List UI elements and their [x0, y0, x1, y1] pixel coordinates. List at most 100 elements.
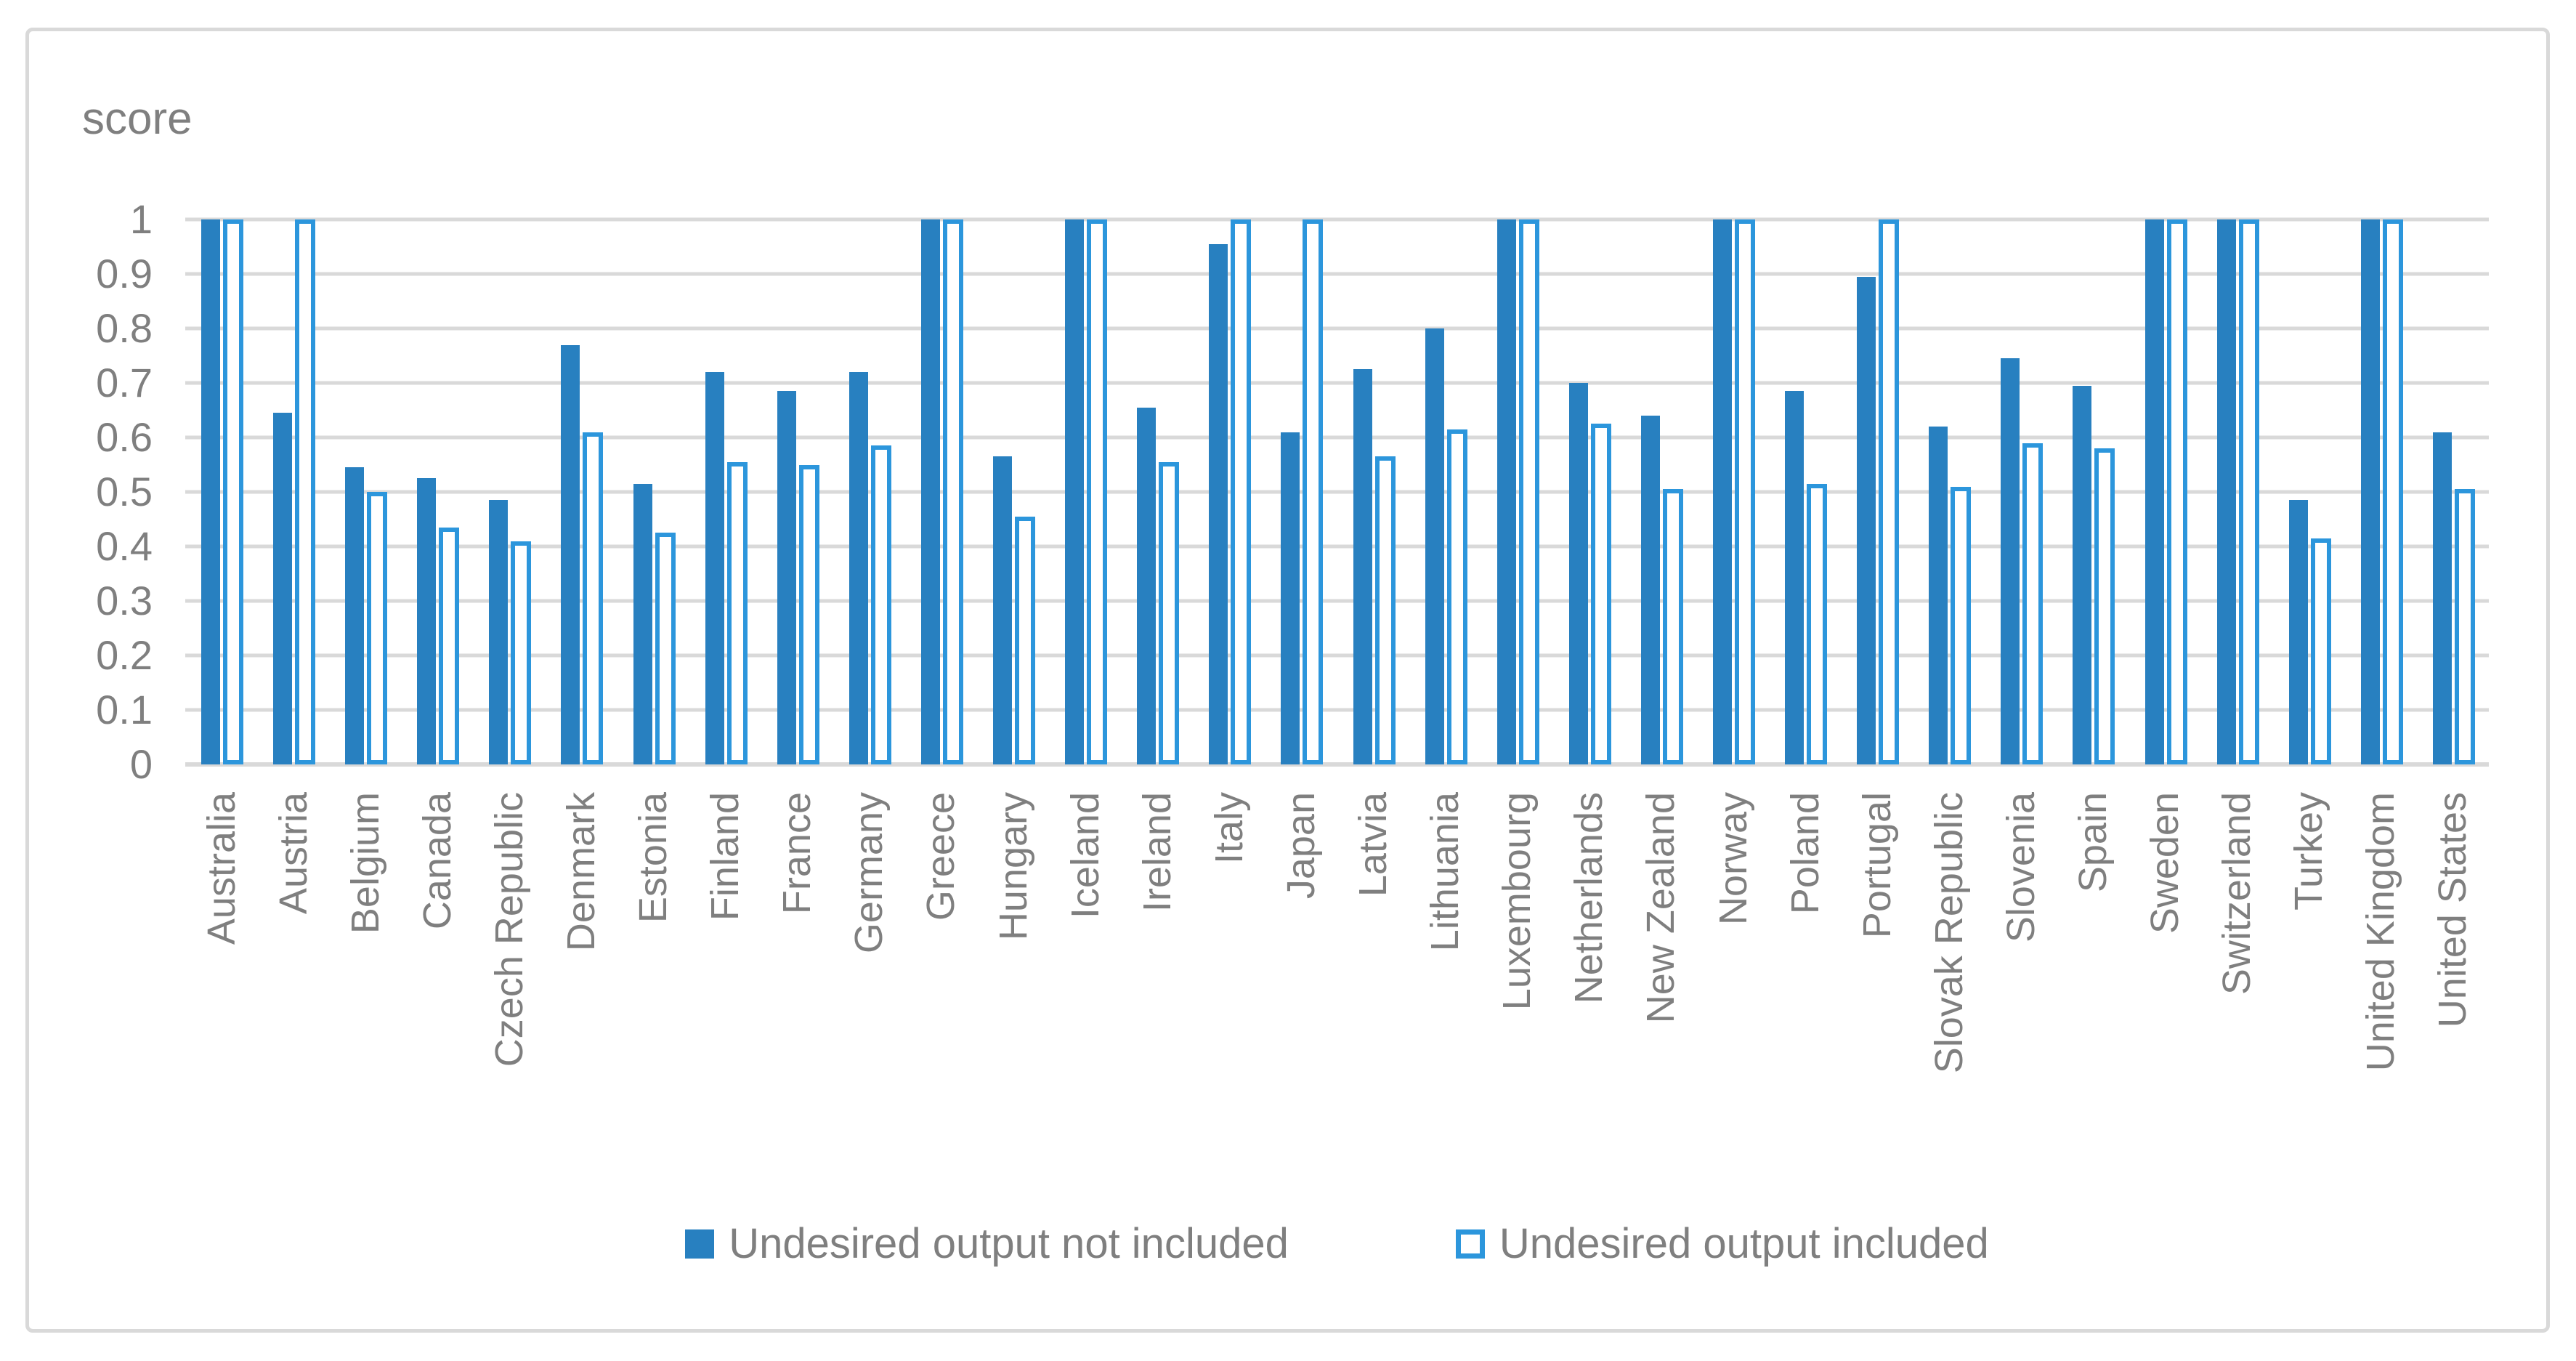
x-axis-label: Turkey [2287, 792, 2331, 911]
x-axis-label: France [775, 792, 819, 915]
y-tick-label: 0.9 [96, 251, 153, 296]
bar-group-norway [1697, 219, 1769, 764]
x-axis-label: Sweden [2143, 792, 2187, 934]
bar-solid [1353, 369, 1372, 764]
bar-outlined [1231, 219, 1252, 764]
bar-group-belgium [329, 219, 401, 764]
bar-group-united-kingdom [2345, 219, 2417, 764]
x-axis-label: Belgium [343, 792, 387, 934]
bar-group-luxembourg [1481, 219, 1553, 764]
x-axis-label: Iceland [1063, 792, 1107, 919]
bar-group-france [761, 219, 833, 764]
bar-group-finland [689, 219, 761, 764]
x-axis-label: Norway [1711, 792, 1755, 926]
bar-outlined [870, 445, 891, 764]
bar-outlined [2238, 219, 2259, 764]
bar-outlined [1159, 461, 1180, 764]
bar-solid [2144, 219, 2164, 764]
x-axis-label: Denmark [559, 792, 604, 952]
bar-outlined [942, 219, 963, 764]
x-axis-label: Japan [1279, 792, 1323, 900]
bar-solid [2432, 432, 2452, 764]
bar-group-slovak-republic [1913, 219, 1985, 764]
bar-group-japan [1265, 219, 1337, 764]
bar-outlined [2166, 219, 2187, 764]
bar-group-sweden [2129, 219, 2201, 764]
bar-group-greece [905, 219, 977, 764]
bar-outlined [2310, 538, 2331, 764]
bar-outlined [2094, 448, 2115, 764]
bar-outlined [2022, 443, 2044, 764]
legend-item-included: Undesired output included [1455, 1219, 1989, 1268]
plot-area [185, 217, 2489, 767]
bar-outlined [2382, 219, 2403, 764]
bar-group-portugal [1841, 219, 1913, 764]
bar-outlined [1446, 429, 1467, 764]
legend-label-included: Undesired output included [1499, 1220, 1989, 1267]
x-axis-label: Hungary [991, 792, 1035, 941]
bar-outlined [511, 541, 532, 764]
bar-solid [1712, 219, 1732, 764]
bar-solid [2288, 500, 2308, 764]
bar-outlined [726, 461, 748, 764]
bar-outlined [223, 219, 243, 764]
bar-solid [993, 456, 1013, 764]
x-axis-label: Czech Republic [487, 792, 531, 1067]
x-axis-label: Finland [703, 792, 748, 921]
bar-outlined [1015, 516, 1036, 764]
bar-solid [273, 413, 293, 764]
gridline [185, 599, 2489, 603]
bar-outlined [1951, 486, 1972, 764]
bar-solid [1281, 432, 1300, 764]
bar-group-turkey [2273, 219, 2345, 764]
bar-group-czech-republic [473, 219, 545, 764]
bar-solid [1065, 219, 1085, 764]
y-tick-label: 0.8 [96, 305, 153, 351]
bar-group-denmark [545, 219, 617, 764]
x-axis-label: Greece [919, 792, 963, 921]
gridline [185, 490, 2489, 494]
bar-group-new-zealand [1625, 219, 1697, 764]
bar-outlined [655, 533, 676, 764]
bar-outlined [1807, 483, 1828, 764]
y-tick-label: 0.5 [96, 469, 153, 514]
bar-group-canada [401, 219, 473, 764]
bar-solid [489, 500, 509, 764]
bar-outlined [295, 219, 316, 764]
bar-outlined [1879, 219, 1900, 764]
legend-label-not-included: Undesired output not included [729, 1220, 1289, 1267]
x-axis-line [185, 762, 2489, 767]
bar-solid [848, 372, 868, 764]
gridline [185, 217, 2489, 222]
x-axis-label: Estonia [631, 792, 676, 924]
bar-solid [201, 219, 220, 764]
bar-solid [1785, 391, 1805, 764]
bar-solid [1496, 219, 1516, 764]
x-axis-label: United Kingdom [2359, 792, 2403, 1072]
y-tick-label: 1 [129, 196, 153, 242]
bar-solid [1640, 416, 1660, 764]
x-axis-label: Slovak Republic [1927, 792, 1971, 1074]
gridline [185, 326, 2489, 331]
x-axis-label: Spain [2070, 792, 2115, 893]
x-axis-label: Lithuania [1423, 792, 1467, 952]
bar-group-ireland [1121, 219, 1193, 764]
bar-outlined [1590, 424, 1611, 764]
bar-outlined [367, 492, 388, 764]
gridline [185, 708, 2489, 712]
bar-group-poland [1769, 219, 1841, 764]
x-axis-label: Austria [271, 792, 315, 915]
x-axis-label: Canada [415, 792, 459, 930]
bar-outlined [798, 464, 819, 764]
bar-solid [633, 483, 652, 764]
bar-group-lithuania [1409, 219, 1481, 764]
bar-solid [777, 391, 796, 764]
x-axis-label: United States [2431, 792, 2475, 1028]
bar-outlined [2454, 489, 2475, 764]
bar-group-australia [185, 219, 257, 764]
bar-solid [920, 219, 940, 764]
x-axis-label: Slovenia [1998, 792, 2043, 943]
x-axis-label: Luxembourg [1495, 792, 1539, 1011]
x-axis-label: Netherlands [1567, 792, 1611, 1004]
